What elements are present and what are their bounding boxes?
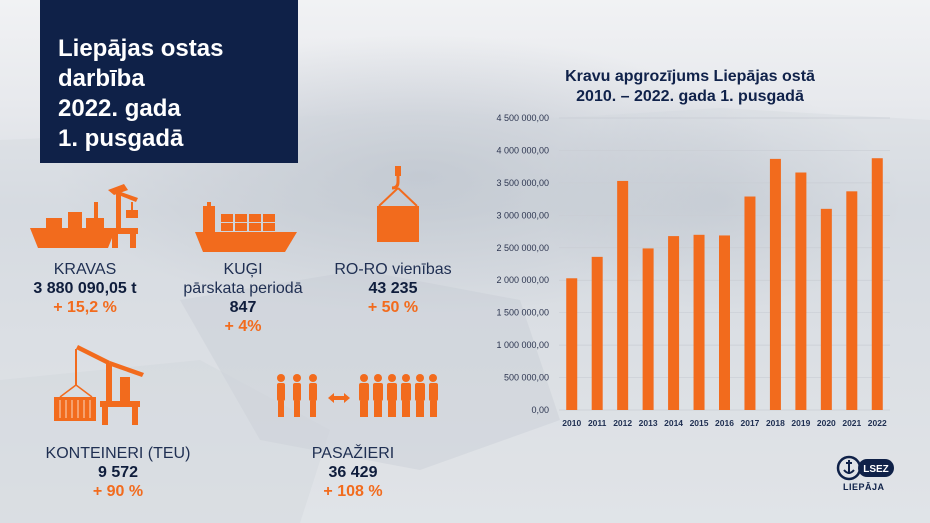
kravas-change: + 15,2 % — [53, 299, 117, 316]
container-crane-icon — [54, 345, 144, 425]
y-tick-label: 3 000 000,00 — [496, 210, 549, 220]
stat-konteineri: KONTEINERI (TEU) 9 572 + 90 % — [28, 444, 208, 501]
y-tick-label: 1 500 000,00 — [496, 308, 549, 318]
x-tick-label: 2012 — [613, 418, 632, 428]
bar-2019 — [795, 172, 807, 410]
stat-kugi: KUĢI pārskata periodā 847 + 4% — [168, 260, 318, 336]
pasazieri-change: + 108 % — [323, 483, 383, 500]
y-tick-label: 4 500 000,00 — [496, 113, 549, 123]
x-tick-label: 2022 — [868, 418, 887, 428]
chart-title-line-1: Kravu apgrozījums Liepājas ostā — [565, 68, 815, 85]
stat-pasazieri: PASAŽIERI 36 429 + 108 % — [288, 444, 418, 501]
logo-badge-text: LSEZ — [863, 464, 889, 475]
x-tick-label: 2017 — [741, 418, 760, 428]
y-tick-label: 3 500 000,00 — [496, 178, 549, 188]
liepaja-logo-icon: LSEZ — [836, 455, 894, 481]
bar-2010 — [566, 278, 578, 410]
passengers-icon — [277, 374, 438, 417]
y-tick-label: 1 000 000,00 — [496, 340, 549, 350]
x-tick-label: 2015 — [690, 418, 709, 428]
logo-name: LIEPĀJA — [843, 482, 885, 492]
konteineri-label: KONTEINERI (TEU) — [45, 445, 191, 462]
y-tick-label: 4 000 000,00 — [496, 145, 549, 155]
cargo-ship-icon — [195, 202, 297, 252]
bar-2020 — [820, 208, 832, 410]
title-line-4: 1. pusgadā — [58, 125, 184, 152]
x-tick-label: 2010 — [562, 418, 581, 428]
y-tick-label: 0,00 — [531, 405, 549, 415]
bar-2016 — [719, 235, 730, 410]
roro-change: + 50 % — [367, 299, 419, 316]
bar-2017 — [744, 196, 756, 410]
roro-label: RO-RO vienības — [334, 261, 452, 278]
kravas-value: 3 880 090,05 t — [33, 280, 137, 297]
ship-crane-icon — [30, 184, 138, 248]
pasazieri-label: PASAŽIERI — [311, 445, 395, 462]
cargo-turnover-bar-chart: 0,00 500 000,00 1 000 000,00 1 500 000,00 2 … — [496, 113, 890, 428]
stat-kravas: KRAVAS 3 880 090,05 t + 15,2 % — [10, 260, 160, 317]
bar-2022 — [871, 158, 883, 410]
x-tick-label: 2021 — [842, 418, 861, 428]
kugi-change: + 4% — [224, 318, 262, 335]
bar-2014 — [668, 236, 680, 410]
kugi-period-label: pārskata periodā — [183, 280, 303, 297]
title-box: Liepājas ostas darbība 2022. gada 1. pus… — [40, 0, 298, 163]
chart-title: Kravu apgrozījums Liepājas ostā 2010. – … — [500, 67, 880, 107]
kugi-label: KUĢI — [223, 261, 263, 278]
kugi-value: 847 — [229, 299, 257, 316]
konteineri-change: + 90 % — [92, 483, 144, 500]
title-line-3: 2022. gada — [58, 95, 181, 122]
x-tick-label: 2011 — [588, 418, 607, 428]
x-tick-label: 2018 — [766, 418, 785, 428]
y-tick-label: 500 000,00 — [504, 373, 549, 383]
y-tick-label: 2 500 000,00 — [496, 243, 549, 253]
bar-2013 — [642, 248, 654, 410]
title-line-1: Liepājas ostas — [58, 35, 224, 62]
x-tick-label: 2014 — [664, 418, 683, 428]
x-tick-label: 2013 — [639, 418, 658, 428]
pasazieri-value: 36 429 — [328, 464, 378, 481]
bar-2011 — [591, 256, 603, 410]
bar-2012 — [617, 180, 629, 410]
crane-hook-container-icon — [377, 166, 419, 242]
bar-2021 — [846, 191, 858, 410]
y-tick-label: 2 000 000,00 — [496, 275, 549, 285]
x-tick-label: 2019 — [791, 418, 810, 428]
bar-2015 — [693, 234, 705, 410]
x-tick-label: 2020 — [817, 418, 836, 428]
stat-roro: RO-RO vienības 43 235 + 50 % — [318, 260, 468, 317]
bar-2018 — [769, 158, 781, 410]
konteineri-value: 9 572 — [97, 464, 139, 481]
roro-value: 43 235 — [368, 280, 418, 297]
x-tick-label: 2016 — [715, 418, 734, 428]
title-line-2: darbība — [58, 65, 145, 92]
chart-title-line-2: 2010. – 2022. gada 1. pusgadā — [576, 88, 804, 105]
kravas-label: KRAVAS — [53, 261, 117, 278]
